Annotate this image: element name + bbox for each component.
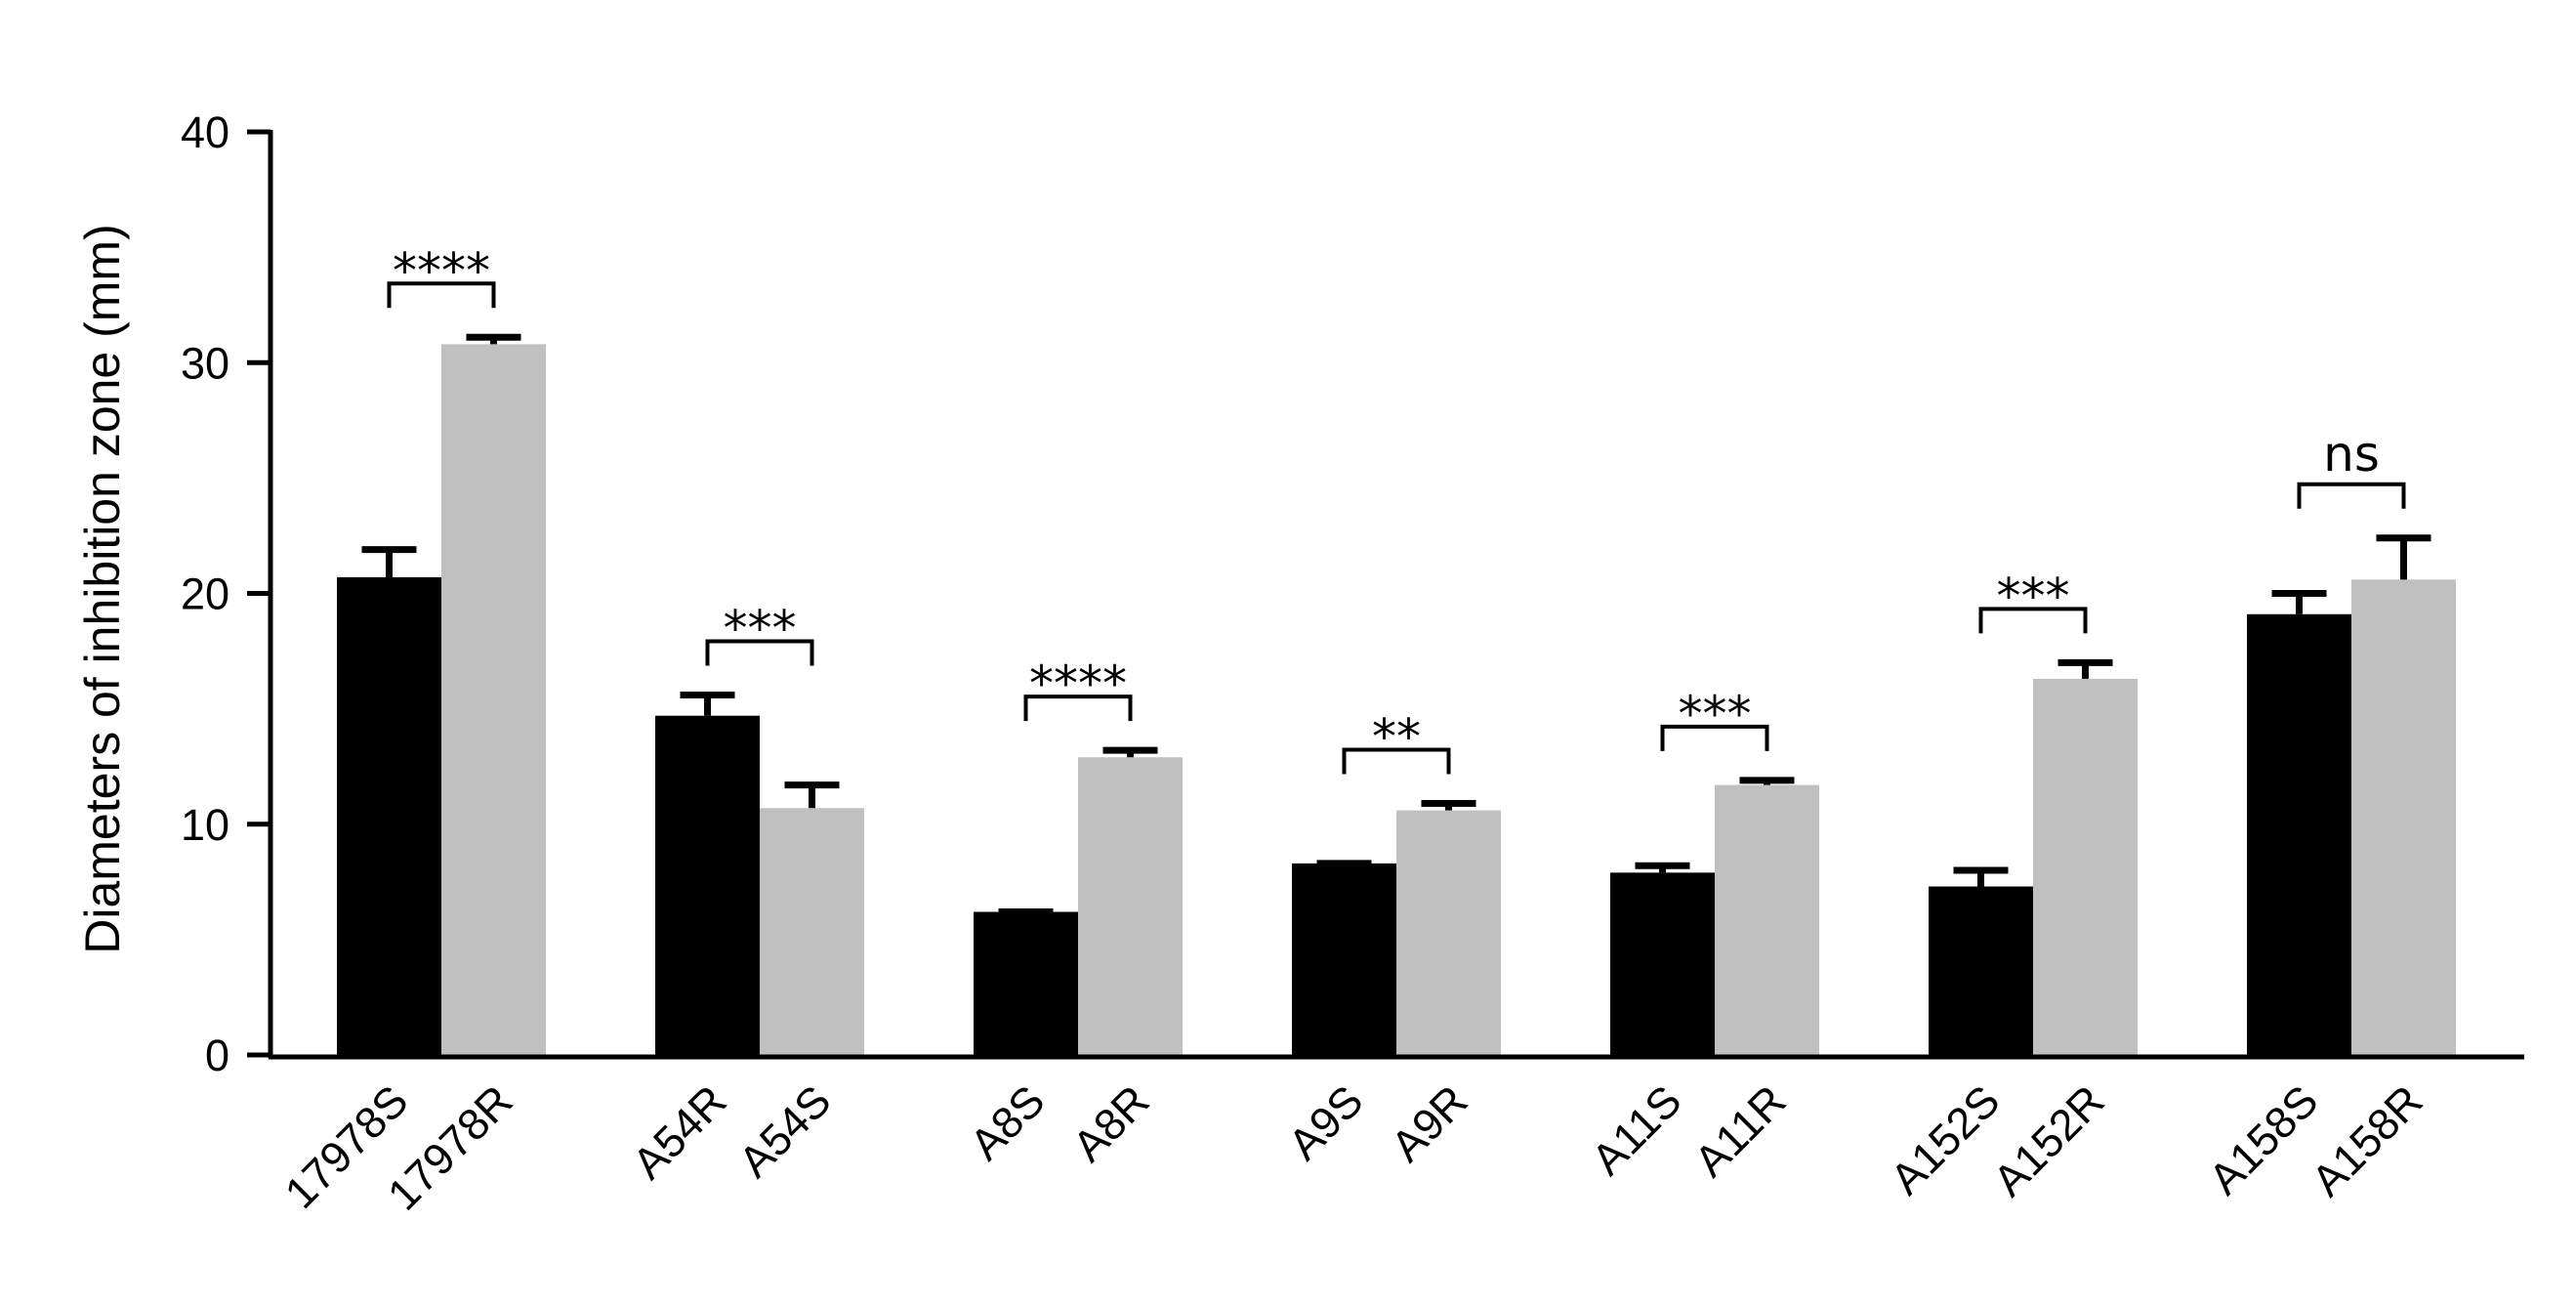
bar-A158S: [2247, 613, 2351, 1055]
bar-A11R: [1715, 784, 1819, 1055]
significance-label: ***: [1997, 568, 2070, 624]
significance-label: ***: [1679, 686, 1752, 742]
significance-label: ns: [2323, 426, 2380, 483]
significance-label: ****: [1029, 655, 1127, 712]
chart-marks: [337, 281, 2456, 1056]
significance-bracket: [1660, 724, 1769, 751]
y-tick-label: 10: [181, 800, 229, 850]
significance-label: ***: [724, 600, 797, 656]
bar-A9R: [1396, 810, 1501, 1055]
y-tick-label: 20: [181, 569, 229, 619]
significance-bracket: [387, 281, 496, 309]
bar-A152S: [1929, 886, 2033, 1055]
y-tick-label: 30: [181, 338, 229, 388]
significance-bracket: [1978, 607, 2088, 634]
significance-bracket: [1023, 695, 1133, 722]
bar-A54S: [760, 808, 864, 1055]
bar-A9S: [1292, 863, 1396, 1055]
significance-bracket: [705, 639, 814, 666]
bar-17978S: [337, 576, 441, 1055]
bar-A152R: [2033, 678, 2138, 1055]
significance-bracket: [1342, 747, 1451, 775]
significance-bracket: [2297, 482, 2406, 509]
significance-label: ****: [393, 242, 490, 299]
bar-17978R: [441, 344, 546, 1056]
bar-A11S: [1610, 872, 1715, 1055]
y-axis-label: Diameters of inhibition zone (mm): [75, 224, 130, 954]
bar-A8R: [1078, 757, 1183, 1055]
bar-A54R: [655, 715, 760, 1055]
significance-label: **: [1372, 708, 1421, 765]
y-tick-label: 0: [205, 1031, 229, 1080]
bar-A8S: [974, 911, 1078, 1055]
chart-axes: 0 10 20 30 40: [181, 107, 2524, 1080]
bar-A158R: [2351, 579, 2456, 1055]
y-tick-label: 40: [181, 107, 229, 157]
